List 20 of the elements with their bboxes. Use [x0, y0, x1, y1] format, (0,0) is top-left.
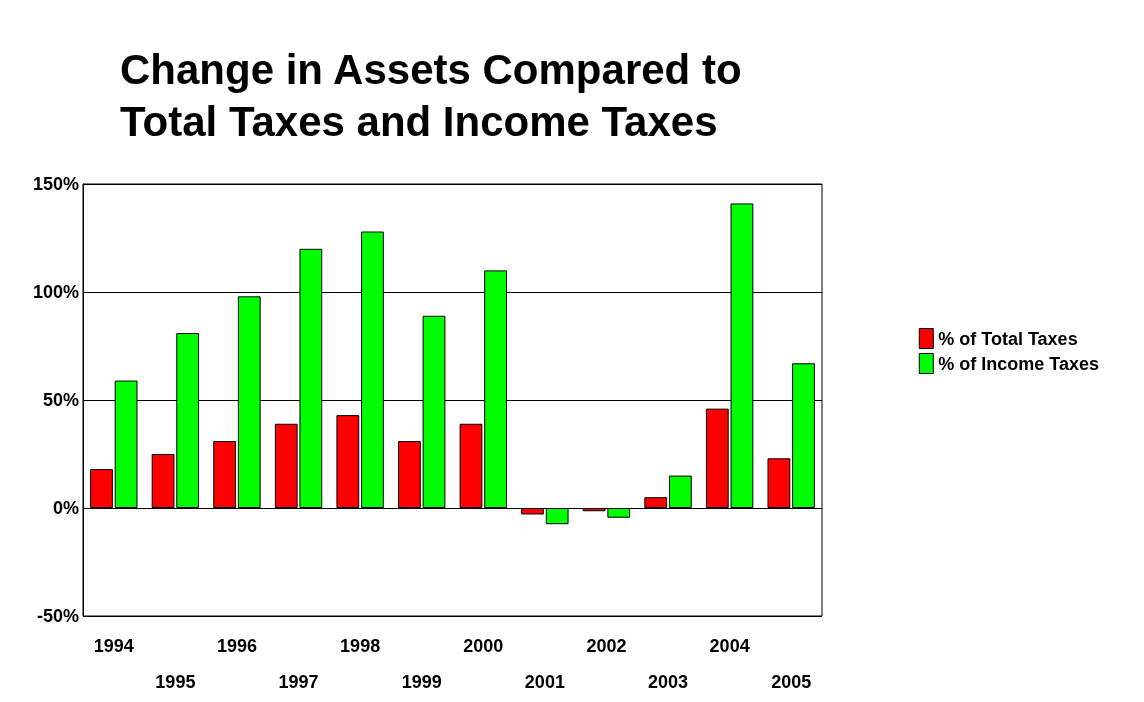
y-tick-label: -50% [36, 606, 79, 626]
y-tick-label: 100% [32, 282, 79, 302]
x-tick-label: 1995 [155, 672, 196, 692]
x-tick-label: 2004 [709, 636, 750, 656]
x-tick-label: 2000 [463, 636, 504, 656]
x-tick-label: 2005 [771, 672, 812, 692]
x-tick-label: 2001 [524, 672, 565, 692]
legend-label: % of Income Taxes [938, 353, 1099, 374]
y-tick-label: 150% [32, 174, 79, 194]
x-tick-label: 1996 [216, 636, 257, 656]
chart-title: Change in Assets Compared to Total Taxes and Income Taxes [120, 45, 742, 145]
x-tick-label: 1998 [340, 636, 381, 656]
x-tick-label: 1999 [401, 672, 442, 692]
x-tick-label: 2002 [586, 636, 627, 656]
y-tick-label: 50% [42, 390, 79, 410]
x-tick-label: 2003 [648, 672, 689, 692]
legend-label: % of Total Taxes [938, 328, 1078, 349]
x-tick-label: 1994 [93, 636, 134, 656]
y-tick-label: 0% [52, 498, 79, 518]
x-tick-label: 1997 [278, 672, 319, 692]
